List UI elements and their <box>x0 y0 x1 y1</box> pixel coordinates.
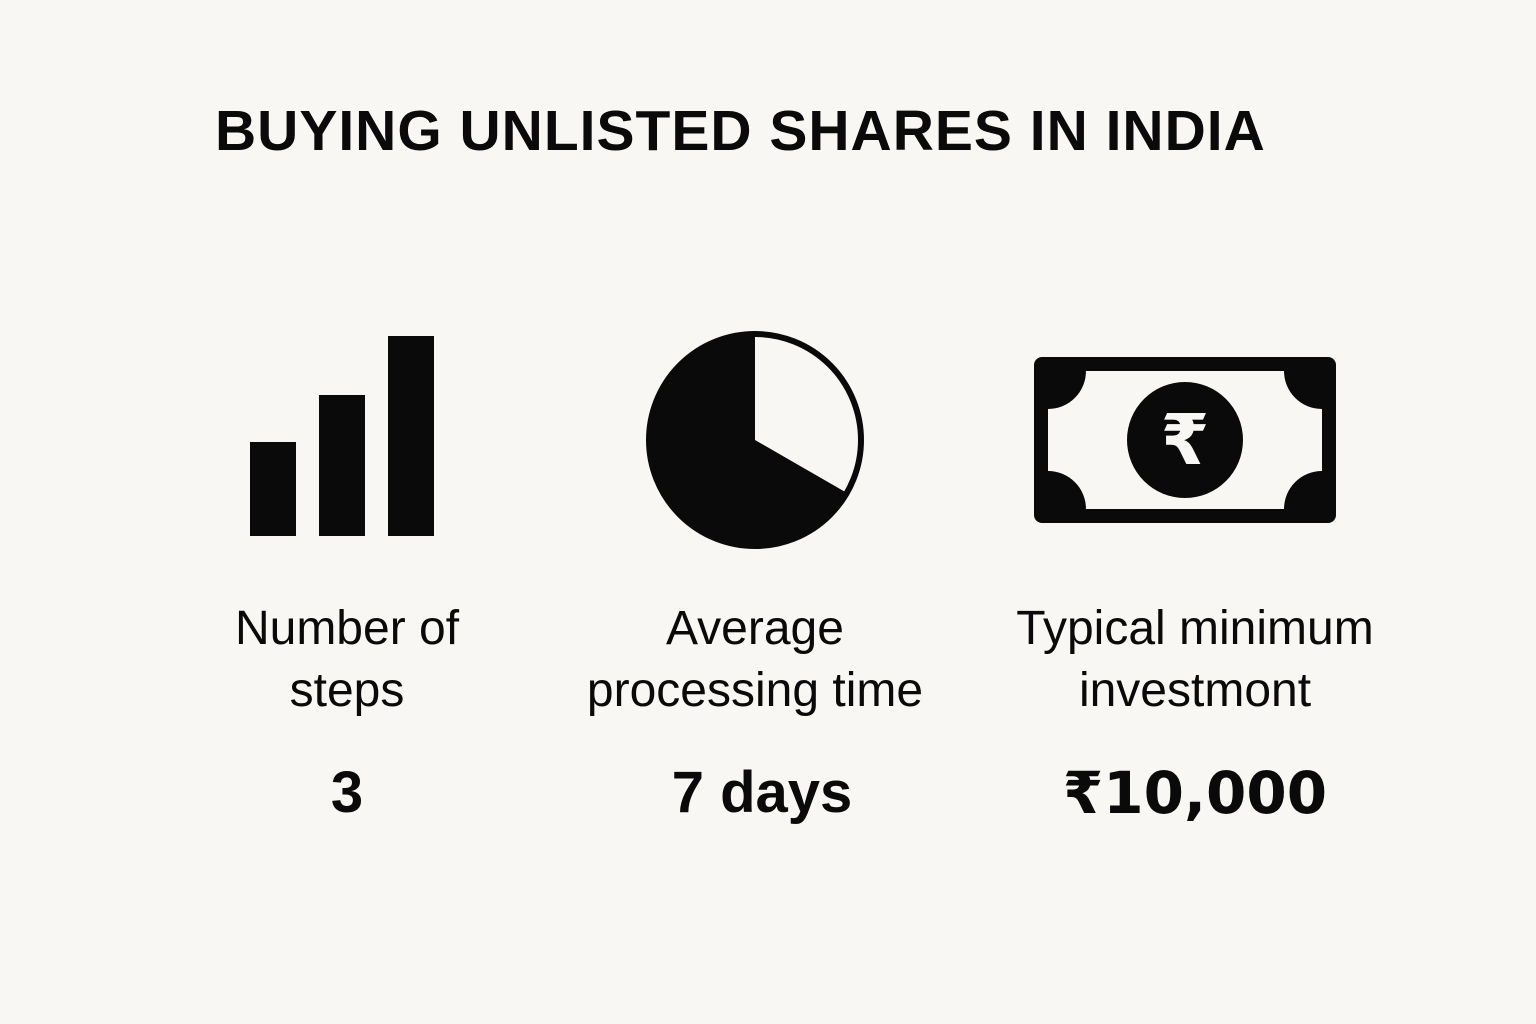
stat-time-value: 7 days <box>671 760 853 825</box>
stat-investment-label-line2: investmont <box>1078 664 1312 717</box>
rupee-banknote-icon: ₹ <box>1034 357 1336 523</box>
stat-investment-value: ₹10,000 <box>1062 759 1328 827</box>
stat-steps-value: 3 <box>330 760 364 825</box>
stat-steps-label-line1: Number of <box>234 602 460 655</box>
rupee-coin <box>1127 382 1243 498</box>
page-title: BUYING UNLISTED SHARES IN INDIA <box>215 99 1266 163</box>
stat-steps-label: Number of steps <box>127 598 567 722</box>
stat-investment-label-line1: Typical minimum <box>1016 602 1374 655</box>
stat-time-label-line2: processing time <box>586 664 924 717</box>
bar-short <box>250 442 296 536</box>
stat-steps-label-line2: steps <box>289 664 405 717</box>
pie-clock-icon <box>646 331 864 549</box>
pie-filled-slice <box>649 334 847 546</box>
stat-time-label-line1: Average <box>666 602 844 655</box>
bar-medium <box>319 395 365 536</box>
stat-time-label: Average processing time <box>535 598 975 722</box>
rupee-symbol: ₹ <box>1161 399 1210 481</box>
bar-chart-icon <box>250 336 434 536</box>
bar-tall <box>388 336 434 536</box>
stat-investment-label: Typical minimum investmont <box>975 598 1415 722</box>
